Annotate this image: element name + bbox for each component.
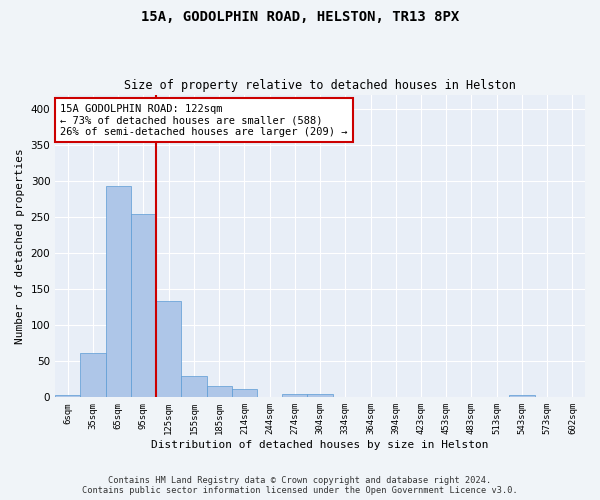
Bar (509, 395, 535, 398)
Bar (80, 352, 106, 398)
Bar (106, 186, 131, 398)
Bar (307, 394, 332, 398)
Bar (55, 395, 80, 398)
Bar (181, 376, 206, 398)
Text: 15A GODOLPHIN ROAD: 122sqm
← 73% of detached houses are smaller (588)
26% of sem: 15A GODOLPHIN ROAD: 122sqm ← 73% of deta… (61, 104, 348, 137)
Bar (232, 390, 257, 398)
Bar (131, 214, 156, 398)
Y-axis label: Number of detached properties: Number of detached properties (15, 148, 25, 344)
X-axis label: Distribution of detached houses by size in Helston: Distribution of detached houses by size … (151, 440, 489, 450)
Bar (282, 394, 307, 398)
Bar (156, 302, 181, 398)
Title: Size of property relative to detached houses in Helston: Size of property relative to detached ho… (124, 79, 516, 92)
Text: Contains HM Land Registry data © Crown copyright and database right 2024.
Contai: Contains HM Land Registry data © Crown c… (82, 476, 518, 495)
Bar (206, 386, 232, 398)
Text: 15A, GODOLPHIN ROAD, HELSTON, TR13 8PX: 15A, GODOLPHIN ROAD, HELSTON, TR13 8PX (141, 10, 459, 24)
